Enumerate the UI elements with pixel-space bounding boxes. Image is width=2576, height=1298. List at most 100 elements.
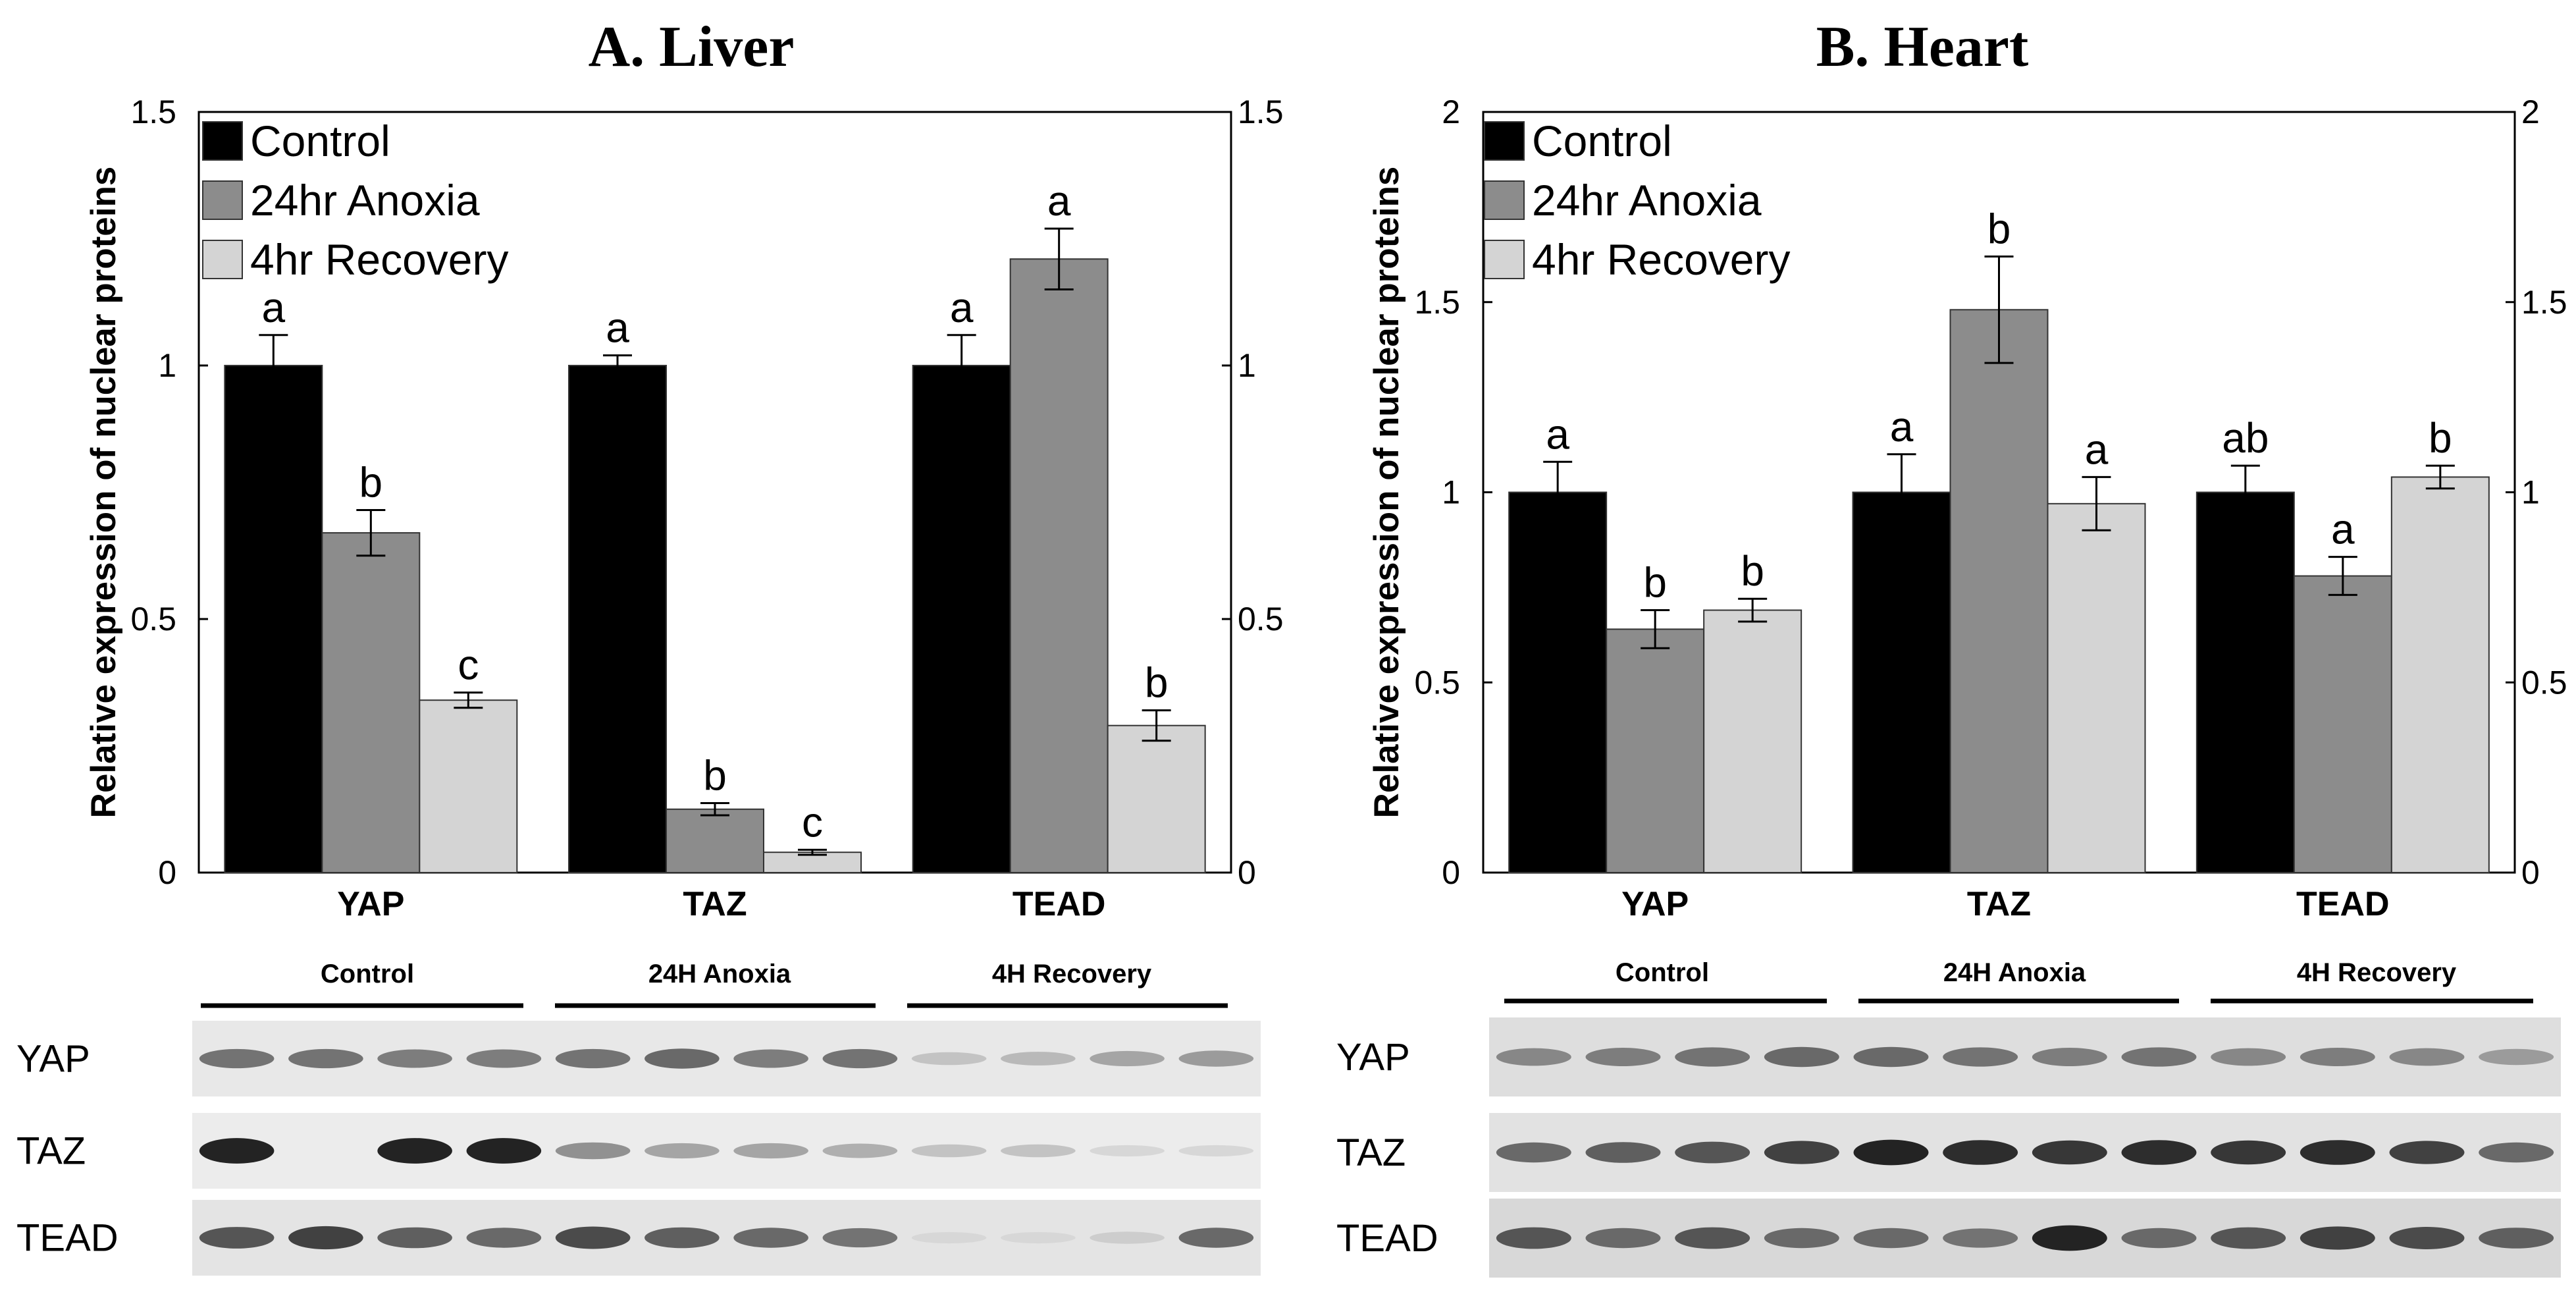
y-tick-label-right: 2 (2521, 94, 2540, 130)
blot-band (733, 1049, 808, 1068)
blot-band (199, 1227, 275, 1249)
bar (224, 365, 323, 873)
blot-band (1943, 1228, 2018, 1248)
blot-row-label: YAP (1336, 1036, 1410, 1079)
legend-label: 24hr Anoxia (1532, 176, 1762, 225)
blot-row-label: TAZ (16, 1130, 86, 1173)
chart-panel-0: A. Liver Relative expression of nuclear p… (84, 15, 1284, 923)
blot-band (1585, 1142, 1661, 1163)
blot-band (2211, 1227, 2286, 1249)
y-tick-label-left: 2 (1442, 94, 1460, 130)
blot-group-label: Control (321, 960, 414, 988)
y-tick-label-right: 1.5 (1238, 94, 1284, 130)
blot-band (199, 1048, 275, 1069)
y-tick-label-left: 1 (158, 347, 176, 384)
blot-band (466, 1228, 542, 1248)
blot-band (1943, 1140, 2018, 1165)
blot-band (2121, 1140, 2197, 1165)
significance-label: ab (2222, 414, 2269, 462)
blot-band (733, 1228, 808, 1248)
blot-band (1090, 1231, 1165, 1244)
blot-band (2032, 1225, 2107, 1251)
significance-label: b (2429, 414, 2452, 462)
y-tick-label-left: 1.5 (1414, 284, 1460, 321)
blot-band (555, 1048, 631, 1069)
bar (419, 699, 518, 873)
legend-swatch (1484, 240, 1525, 279)
significance-label: c (802, 798, 823, 846)
blot-strip (1489, 1113, 2561, 1192)
blot-band (466, 1049, 542, 1068)
significance-label: b (1741, 547, 1764, 595)
bar (1107, 724, 1206, 873)
blot-band (1675, 1227, 1750, 1249)
chart-panel-1: B. Heart Relative expression of nuclear p… (1367, 15, 2567, 923)
blot-strip (1489, 1017, 2561, 1096)
blot-group-label: 4H Recovery (992, 960, 1152, 988)
blot-band (1090, 1145, 1165, 1157)
blot-band (1764, 1141, 1839, 1164)
blot-band (2032, 1140, 2107, 1165)
blot-band (644, 1143, 720, 1159)
blot-band (822, 1048, 898, 1069)
y-tick-label-right: 1.5 (2521, 284, 2567, 321)
significance-label: b (1145, 659, 1169, 707)
blot-band (2300, 1226, 2375, 1250)
blot-band (822, 1143, 898, 1158)
significance-label: a (1047, 177, 1071, 225)
bar (666, 808, 764, 873)
blot-strip (1489, 1199, 2561, 1278)
y-axis-label: Relative expression of nuclear proteins (84, 167, 123, 819)
blot-band (2300, 1140, 2375, 1165)
bar (2047, 502, 2146, 873)
y-tick-label-right: 1 (1238, 347, 1256, 384)
blot-group-label: Control (1616, 958, 1709, 987)
y-tick-label-left: 0 (158, 854, 176, 891)
blot-band (555, 1142, 631, 1160)
legend-label: Control (1532, 117, 1672, 165)
blot-band (2479, 1228, 2554, 1249)
significance-label: a (606, 304, 629, 352)
blot-band (555, 1226, 631, 1249)
blot-band (377, 1049, 452, 1068)
blot-row-label: TEAD (1336, 1217, 1438, 1260)
blot-band (466, 1138, 542, 1164)
blot-row-label: YAP (16, 1038, 90, 1081)
blot-band (644, 1048, 720, 1069)
legend-swatch (202, 180, 243, 220)
significance-label: a (1546, 410, 1569, 458)
blot-band (1001, 1144, 1076, 1158)
legend-label: 24hr Anoxia (250, 176, 480, 225)
blot-band (1764, 1228, 1839, 1249)
significance-label: a (1890, 403, 1914, 450)
blot-row-label: TEAD (16, 1217, 118, 1260)
blot-row-label: TAZ (1336, 1131, 1406, 1174)
legend-swatch (202, 240, 243, 279)
y-tick-label-left: 1 (1442, 474, 1460, 511)
blot-band (2479, 1048, 2554, 1066)
significance-label: c (458, 641, 479, 689)
significance-label: a (950, 284, 974, 331)
blot-band (1178, 1228, 1254, 1248)
legend-label: 4hr Recovery (250, 235, 509, 284)
blot-band (1496, 1227, 1571, 1249)
blot-band (1001, 1231, 1076, 1244)
blot-band (1178, 1145, 1254, 1157)
legend-swatch (1484, 121, 1525, 161)
blot-band (1675, 1141, 1750, 1164)
legend-swatch (202, 121, 243, 161)
bar (2293, 575, 2392, 873)
x-category-label: TAZ (683, 885, 747, 923)
blot-band (1585, 1048, 1661, 1066)
blot-band (1943, 1047, 2018, 1067)
y-tick-label-left: 0.5 (130, 601, 176, 637)
blot-band (288, 1226, 363, 1250)
blot-band (2211, 1048, 2286, 1066)
legend-label: Control (250, 117, 390, 165)
significance-label: b (359, 458, 383, 506)
bar (1703, 609, 1802, 874)
blot-band (1853, 1228, 1929, 1249)
legend-swatch (1484, 180, 1525, 220)
blot-band (822, 1228, 898, 1248)
blot-band (1853, 1046, 1929, 1068)
